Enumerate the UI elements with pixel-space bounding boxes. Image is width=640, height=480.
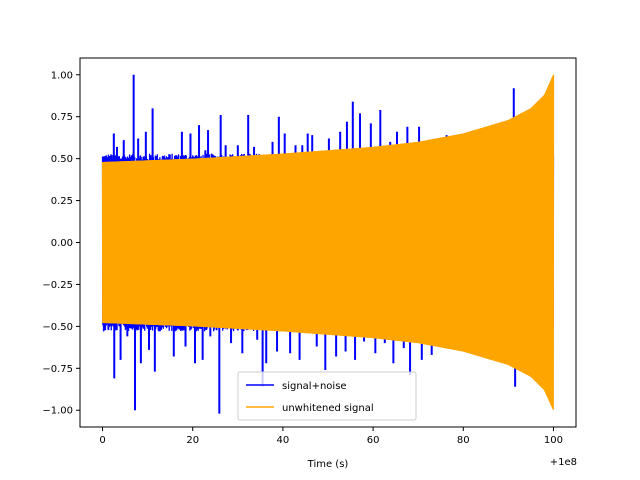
x-tick-label: 20 <box>186 435 199 446</box>
y-tick-label: −1.00 <box>42 406 73 417</box>
y-tick-label: −0.50 <box>42 322 73 333</box>
legend-box <box>237 371 417 421</box>
x-axis: 0 20 40 60 80 100 <box>99 427 563 446</box>
y-tick-label: −0.25 <box>42 280 73 291</box>
y-tick-label: 0.00 <box>51 238 73 249</box>
legend-label-unwhitened-signal: unwhitened signal <box>282 403 374 414</box>
x-axis-offset-label: +1e8 <box>550 457 577 468</box>
x-tick-label: 60 <box>367 435 380 446</box>
x-tick-label: 0 <box>99 435 105 446</box>
y-tick-label: 0.75 <box>51 112 73 123</box>
y-tick-label: 0.25 <box>51 196 73 207</box>
legend: signal+noise unwhitened signal <box>237 371 417 421</box>
series-unwhitened-signal-fill <box>102 74 554 411</box>
x-axis-label: Time (s) <box>307 459 349 470</box>
plot-area <box>101 74 555 414</box>
y-tick-label: 1.00 <box>51 70 73 81</box>
x-tick-label: 40 <box>277 435 290 446</box>
y-tick-label: −0.75 <box>42 364 73 375</box>
x-tick-label: 80 <box>457 435 470 446</box>
y-axis: −1.00 −0.75 −0.50 −0.25 0.00 0.25 0.50 0.75 1.00 <box>42 70 80 417</box>
y-tick-label: 0.50 <box>51 154 73 165</box>
x-tick-label: 100 <box>544 435 563 446</box>
legend-label-signal-noise: signal+noise <box>282 381 347 392</box>
